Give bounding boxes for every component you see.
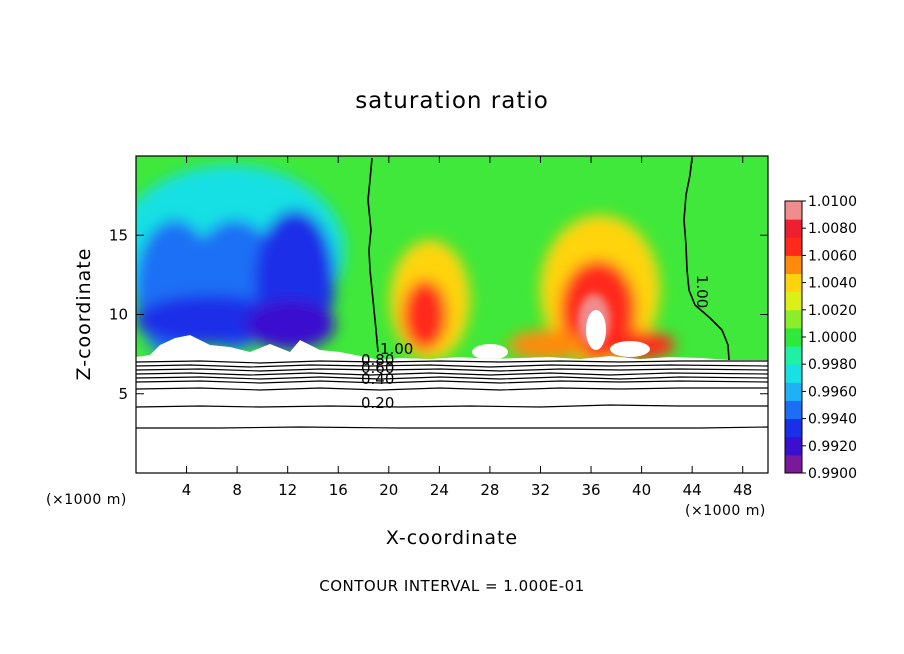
colorbar-band	[785, 219, 802, 238]
colorbar-tick-label: 1.0080	[808, 221, 857, 237]
colorbar-tick-label: 1.0000	[808, 330, 857, 346]
field-indigo-base	[245, 300, 335, 350]
colorbar-band	[785, 364, 802, 383]
x-tick-layer: 4 8 12 16 20 24 28 32 36 40 44 48	[182, 156, 752, 499]
x-tick-label: 48	[733, 481, 752, 499]
colorbar-band	[785, 382, 802, 401]
unity-contours	[367, 157, 730, 361]
contour-label: 1.00	[693, 275, 711, 308]
x-axis-title: X-coordinate	[385, 527, 519, 549]
colorbar-tick-label: 1.0100	[808, 194, 857, 210]
x-unit-label: (×1000 m)	[685, 503, 766, 519]
contour-label: 0.40	[361, 370, 394, 388]
colorbar-band	[785, 346, 802, 365]
chart-title: saturation ratio	[355, 88, 549, 114]
field-white-patch	[472, 344, 508, 360]
colorbar-tick-label: 0.9940	[808, 412, 857, 428]
colorbar-tick-label: 1.0040	[808, 276, 857, 292]
x-tick-label: 40	[632, 481, 651, 499]
contour-label-layer: 1.001.000.800.600.400.20	[361, 275, 711, 412]
x-tick-label: 20	[379, 481, 398, 499]
x-tick-label: 8	[232, 481, 242, 499]
colorbar-band	[785, 400, 802, 420]
contour-line-6	[136, 380, 768, 384]
contour-label: 0.20	[361, 394, 394, 412]
colorbar-tick-label: 1.0020	[808, 303, 857, 319]
colorbar-tick-label: 0.9980	[808, 357, 857, 373]
colorbar-band	[785, 418, 802, 438]
colorbar: 1.0100 1.0080 1.0060 1.0040 1.0020 1.0000 0.99…	[784, 194, 857, 482]
colorbar-tick-label: 0.9960	[808, 384, 857, 400]
y-tick-label: 10	[109, 306, 128, 324]
colorbar-band	[785, 201, 802, 220]
y-tick-label: 15	[109, 226, 128, 244]
x-tick-label: 16	[329, 481, 348, 499]
x-tick-label: 44	[683, 481, 702, 499]
z-unit-label: (×1000 m)	[46, 492, 127, 508]
contour-label: 0.80	[361, 351, 394, 369]
colorbar-band	[785, 273, 802, 293]
field-orange-base	[508, 330, 588, 360]
contour-line-1	[136, 360, 768, 364]
field-white-patch-2	[610, 341, 650, 357]
field-red-left	[403, 280, 447, 350]
x-tick-label: 4	[182, 481, 192, 499]
colorbar-band	[785, 309, 802, 329]
saturation-field	[136, 156, 768, 360]
colorbar-tick-label: 0.9920	[808, 439, 857, 455]
contour-line-3	[136, 368, 768, 372]
lower-contour-lines	[136, 360, 768, 429]
contour-line-7	[136, 387, 768, 391]
contour-line-9	[136, 426, 768, 429]
x-tick-label: 36	[581, 481, 600, 499]
unity-contour-left	[367, 157, 379, 353]
colorbar-band	[785, 291, 802, 311]
unity-contour-right	[683, 157, 730, 361]
x-tick-label: 24	[430, 481, 449, 499]
field-white-cap	[586, 310, 606, 350]
x-tick-label: 28	[480, 481, 499, 499]
contour-line-2	[136, 364, 768, 368]
y-tick-layer: 5 10 15	[109, 226, 768, 403]
contour-interval-note: CONTOUR INTERVAL = 1.000E-01	[319, 577, 585, 595]
contour-line-5	[136, 376, 768, 380]
contour-line-4	[136, 372, 768, 376]
colorbar-tick-label: 1.0060	[808, 248, 857, 264]
colorbar-band	[785, 327, 802, 347]
colorbar-band	[785, 436, 802, 456]
contour-label: 0.60	[361, 359, 394, 377]
contour-label: 1.00	[380, 340, 413, 358]
colorbar-band	[785, 454, 802, 474]
colorbar-tick-label: 0.9900	[808, 466, 857, 482]
colorbar-band	[785, 255, 802, 275]
x-tick-label: 12	[278, 481, 297, 499]
contour-line-8	[136, 404, 768, 408]
colorbar-band	[785, 237, 802, 256]
y-tick-label: 5	[118, 385, 128, 403]
x-tick-label: 32	[531, 481, 550, 499]
